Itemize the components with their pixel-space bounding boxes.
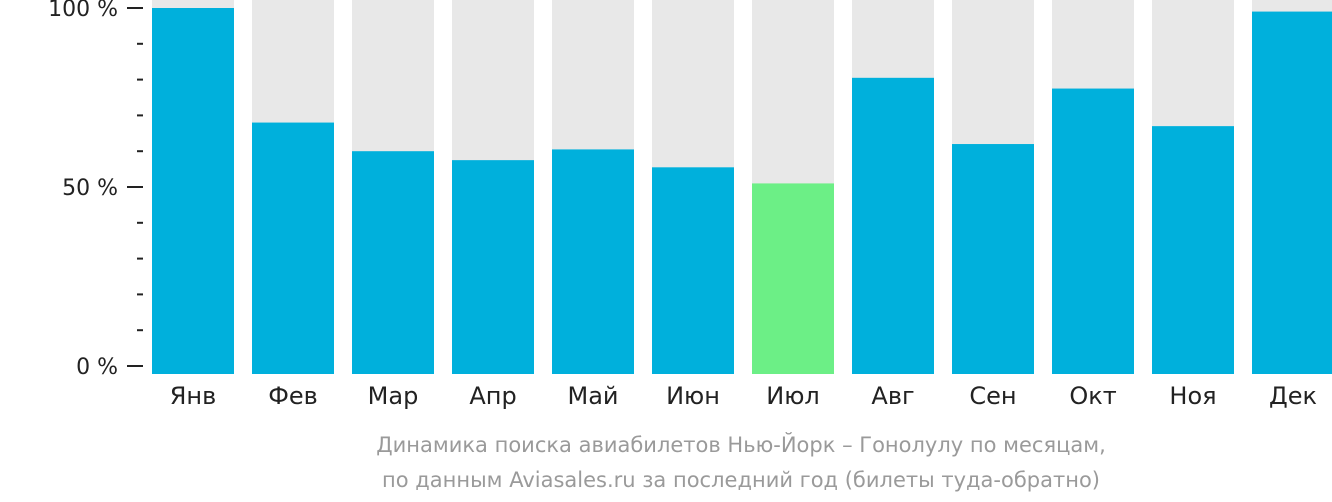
- x-tick-label: Окт: [1069, 382, 1116, 410]
- x-tick-label: Сен: [969, 382, 1016, 410]
- x-tick-label: Янв: [170, 382, 217, 410]
- x-tick-label: Ноя: [1169, 382, 1216, 410]
- bar-9: [952, 144, 1034, 374]
- bar-12: [1252, 11, 1332, 375]
- x-tick-label: Мар: [368, 382, 419, 410]
- x-tick-label: Фев: [268, 382, 318, 410]
- y-tick-label: 50 %: [62, 176, 118, 201]
- x-axis-labels: Янв Фев Мар Апр Май Июн Июл Авг Сен Окт Ноя Дек: [170, 382, 1317, 410]
- chart-caption-line-1: Динамика поиска авиабилетов Нью-Йорк – Г…: [376, 432, 1106, 457]
- bar-11: [1152, 126, 1234, 374]
- chart-caption-line-2: по данным Aviasales.ru за последний год …: [382, 468, 1100, 492]
- y-axis: 100 % 50 % 0 %: [48, 0, 143, 380]
- y-tick-label: 0 %: [76, 355, 118, 380]
- bar-3: [352, 151, 434, 374]
- bar-1: [152, 8, 234, 374]
- value-bars: [152, 8, 1332, 375]
- x-tick-label: Авг: [871, 382, 914, 410]
- bar-5: [552, 149, 634, 374]
- x-tick-label: Апр: [469, 382, 516, 410]
- x-tick-label: Июл: [766, 382, 820, 410]
- bar-8: [852, 77, 934, 374]
- y-tick-label: 100 %: [48, 0, 118, 22]
- bar-6: [652, 167, 734, 374]
- bar-4: [452, 160, 534, 374]
- x-tick-label: Май: [567, 382, 618, 410]
- bar-7: [752, 183, 834, 374]
- bar-10: [1052, 88, 1134, 375]
- bar-2: [252, 122, 334, 374]
- x-tick-label: Дек: [1269, 382, 1317, 410]
- x-tick-label: Июн: [666, 382, 720, 410]
